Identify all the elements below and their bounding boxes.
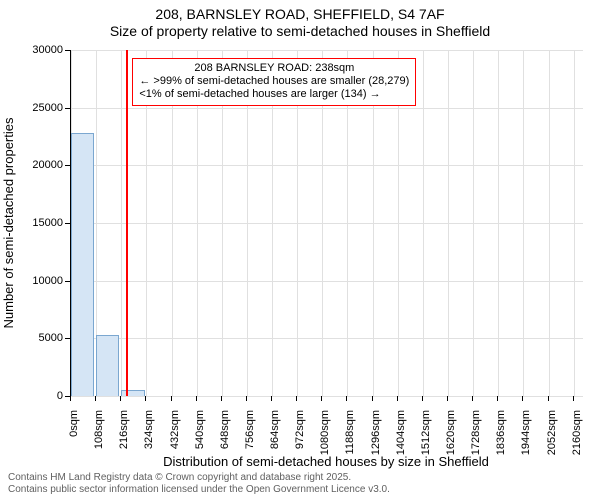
x-tick-mark xyxy=(522,396,523,401)
x-tick-label: 2052sqm xyxy=(546,410,558,455)
y-gridline xyxy=(71,50,583,51)
y-gridline xyxy=(71,108,583,109)
x-tick-label: 108sqm xyxy=(93,410,105,449)
x-tick-label: 1728sqm xyxy=(470,410,482,455)
x-tick-label: 1836sqm xyxy=(495,410,507,455)
y-gridline xyxy=(71,338,583,339)
y-gridline xyxy=(71,165,583,166)
annotation-line: <1% of semi-detached houses are larger (… xyxy=(139,88,409,101)
y-tick-label: 30000 xyxy=(32,44,63,56)
x-tick-label: 1512sqm xyxy=(420,410,432,455)
x-gridline xyxy=(448,50,449,396)
x-tick-mark xyxy=(171,396,172,401)
chart-titles: 208, BARNSLEY ROAD, SHEFFIELD, S4 7AF Si… xyxy=(0,6,600,40)
x-tick-mark xyxy=(321,396,322,401)
x-tick-label: 1944sqm xyxy=(520,410,532,455)
x-gridline xyxy=(121,50,122,396)
x-tick-mark xyxy=(497,396,498,401)
x-tick-mark xyxy=(472,396,473,401)
x-tick-label: 324sqm xyxy=(143,410,155,449)
y-gridline xyxy=(71,223,583,224)
histogram-bar xyxy=(96,335,119,396)
y-tick-label: 5000 xyxy=(39,332,63,344)
y-gridline xyxy=(71,281,583,282)
x-tick-mark xyxy=(447,396,448,401)
chart-footer: Contains HM Land Registry data © Crown c… xyxy=(8,472,390,496)
chart-title-main: 208, BARNSLEY ROAD, SHEFFIELD, S4 7AF xyxy=(0,6,600,23)
x-tick-mark xyxy=(372,396,373,401)
y-tick-mark xyxy=(65,108,70,109)
histogram-bar xyxy=(121,390,144,396)
x-tick-label: 1296sqm xyxy=(370,410,382,455)
y-tick-mark xyxy=(65,223,70,224)
x-tick-mark xyxy=(95,396,96,401)
x-tick-label: 648sqm xyxy=(219,410,231,449)
property-marker-line xyxy=(126,50,128,396)
x-tick-mark xyxy=(422,396,423,401)
x-gridline xyxy=(498,50,499,396)
x-tick-mark xyxy=(145,396,146,401)
y-tick-label: 25000 xyxy=(32,102,63,114)
histogram-bar xyxy=(71,133,94,396)
x-tick-mark xyxy=(70,396,71,401)
x-tick-label: 864sqm xyxy=(269,410,281,449)
chart-container: 208, BARNSLEY ROAD, SHEFFIELD, S4 7AF Si… xyxy=(0,0,600,500)
x-gridline xyxy=(523,50,524,396)
y-tick-mark xyxy=(65,281,70,282)
y-gridline xyxy=(71,396,583,397)
annotation-line: 208 BARNSLEY ROAD: 238sqm xyxy=(139,62,409,75)
footer-line-2: Contains public sector information licen… xyxy=(8,484,390,496)
x-gridline xyxy=(574,50,575,396)
y-tick-label: 20000 xyxy=(32,159,63,171)
x-tick-label: 432sqm xyxy=(169,410,181,449)
x-axis-label: Distribution of semi-detached houses by … xyxy=(70,454,582,469)
x-tick-mark xyxy=(397,396,398,401)
x-tick-label: 540sqm xyxy=(194,410,206,449)
x-tick-label: 216sqm xyxy=(118,410,130,449)
y-tick-label: 10000 xyxy=(32,275,63,287)
y-tick-mark xyxy=(65,50,70,51)
plot-area: 208 BARNSLEY ROAD: 238sqm← >99% of semi-… xyxy=(70,50,583,397)
y-tick-mark xyxy=(65,338,70,339)
y-tick-mark xyxy=(65,165,70,166)
x-tick-label: 2160sqm xyxy=(571,410,583,455)
x-tick-mark xyxy=(221,396,222,401)
x-tick-mark xyxy=(573,396,574,401)
x-gridline xyxy=(549,50,550,396)
x-tick-label: 1620sqm xyxy=(445,410,457,455)
footer-line-1: Contains HM Land Registry data © Crown c… xyxy=(8,472,390,484)
annotation-line: ← >99% of semi-detached houses are small… xyxy=(139,75,409,88)
x-tick-label: 1188sqm xyxy=(344,410,356,454)
x-tick-label: 756sqm xyxy=(244,410,256,449)
x-tick-mark xyxy=(346,396,347,401)
x-gridline xyxy=(473,50,474,396)
x-tick-mark xyxy=(271,396,272,401)
x-tick-mark xyxy=(120,396,121,401)
x-tick-label: 972sqm xyxy=(294,410,306,449)
x-tick-label: 1080sqm xyxy=(319,410,331,455)
x-gridline xyxy=(423,50,424,396)
x-tick-mark xyxy=(246,396,247,401)
y-axis-label: Number of semi-detached properties xyxy=(1,118,16,329)
x-tick-mark xyxy=(296,396,297,401)
y-tick-label: 15000 xyxy=(32,217,63,229)
y-tick-label: 0 xyxy=(57,390,63,402)
chart-title-sub: Size of property relative to semi-detach… xyxy=(0,23,600,40)
x-tick-mark xyxy=(196,396,197,401)
x-tick-mark xyxy=(548,396,549,401)
x-tick-label: 0sqm xyxy=(68,410,80,437)
x-tick-label: 1404sqm xyxy=(395,410,407,455)
annotation-box: 208 BARNSLEY ROAD: 238sqm← >99% of semi-… xyxy=(132,58,416,106)
